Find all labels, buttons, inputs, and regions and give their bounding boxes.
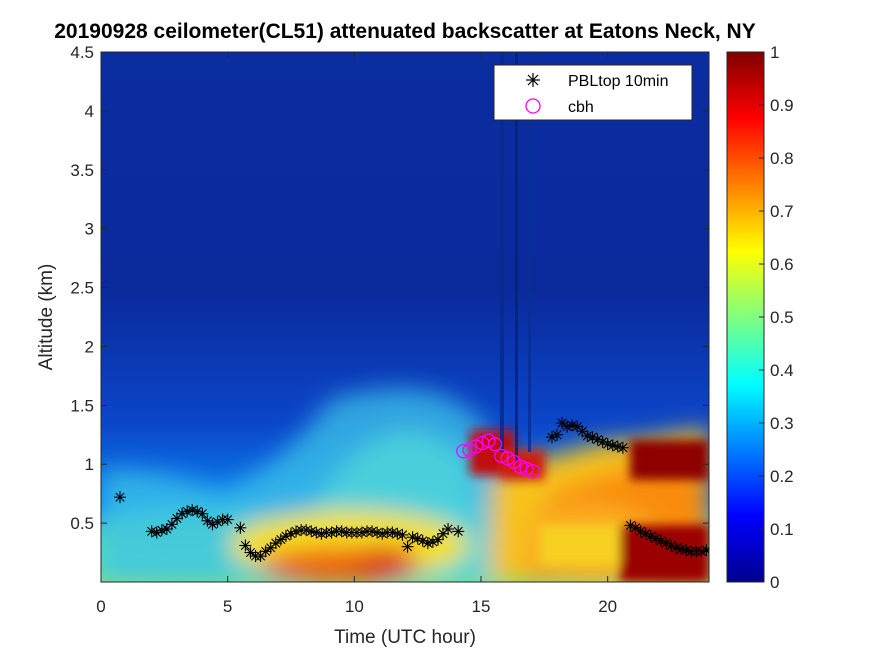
pbl-point bbox=[285, 527, 297, 540]
pbl-point bbox=[201, 514, 214, 527]
pbl-point bbox=[551, 428, 563, 441]
pbl-point bbox=[234, 521, 247, 534]
cbh-point bbox=[519, 461, 534, 477]
pbl-point bbox=[629, 521, 642, 534]
pbl-point bbox=[654, 534, 667, 547]
y-axis-label: Altitude (km) bbox=[36, 264, 57, 371]
pbl-point bbox=[196, 507, 209, 520]
colorbar-tick-label: 0.5 bbox=[770, 308, 794, 327]
colorbar-tick-label: 0.3 bbox=[770, 414, 794, 433]
legend-label-pbl: PBLtop 10min bbox=[568, 73, 669, 90]
y-tick-label: 0.5 bbox=[70, 514, 94, 533]
pbl-point bbox=[401, 540, 414, 553]
x-tick-label: 10 bbox=[345, 597, 364, 616]
cbh-point bbox=[513, 459, 528, 474]
colorbar-tick-label: 0.9 bbox=[770, 96, 794, 115]
cbh-point bbox=[494, 448, 509, 464]
pbl-point bbox=[165, 518, 178, 531]
pbl-point bbox=[191, 505, 204, 518]
cbh-point bbox=[456, 444, 471, 459]
pbl-point bbox=[426, 535, 439, 548]
colorbar-tick-label: 0.4 bbox=[770, 361, 794, 380]
pbl-point bbox=[206, 518, 219, 531]
y-tick-label: 2.5 bbox=[70, 279, 94, 298]
pbl-point bbox=[644, 530, 657, 543]
pbl-point bbox=[396, 528, 409, 541]
pbl-point bbox=[545, 431, 558, 444]
x-tick-label: 20 bbox=[598, 597, 617, 616]
y-tick-label: 3.5 bbox=[70, 161, 94, 180]
colorbar-tick-label: 0 bbox=[770, 573, 779, 592]
pbl-point bbox=[150, 526, 163, 539]
plot-area bbox=[100, 51, 710, 583]
legend-label-cbh: cbh bbox=[568, 99, 594, 116]
pbl-point bbox=[176, 507, 189, 520]
x-axis-label: Time (UTC hour) bbox=[334, 627, 476, 648]
x-tick-label: 0 bbox=[96, 597, 105, 616]
legend-marker-cbh bbox=[525, 98, 541, 114]
pbl-point bbox=[665, 539, 677, 552]
colorbar-tick-label: 1 bbox=[770, 43, 779, 62]
x-tick-label: 15 bbox=[472, 597, 491, 616]
colorbar-tick-label: 0.2 bbox=[770, 467, 794, 486]
pbl-point bbox=[171, 512, 183, 525]
pbl-point bbox=[431, 533, 444, 546]
pbl-point bbox=[452, 525, 465, 538]
y-tick-label: 2 bbox=[85, 337, 94, 356]
colorbar-tick-label: 0.8 bbox=[770, 149, 794, 168]
colorbar bbox=[726, 51, 765, 583]
y-tick-label: 4 bbox=[85, 102, 94, 121]
pbl-point bbox=[114, 491, 126, 504]
colorbar-ticks: 0 0.1 0.2 0.3 0.4 0.5 0.6 0.7 0.8 0.9 1 bbox=[759, 43, 794, 592]
x-tick-label: 5 bbox=[223, 597, 232, 616]
series-layer bbox=[114, 417, 709, 563]
pbl-point bbox=[221, 513, 234, 526]
pbl-point bbox=[700, 544, 709, 557]
legend: PBLtop 10min cbh bbox=[493, 64, 693, 121]
cbh-point bbox=[525, 464, 541, 479]
pbl-point bbox=[442, 523, 455, 535]
y-tick-label: 3 bbox=[85, 220, 94, 239]
pbl-point bbox=[616, 441, 629, 454]
colorbar-tick-label: 0.6 bbox=[770, 255, 794, 274]
heatmap bbox=[101, 52, 709, 582]
y-tick-label: 4.5 bbox=[70, 43, 94, 62]
colorbar-tick-label: 0.7 bbox=[770, 202, 794, 221]
y-axis: 0.5 1 1.5 2 2.5 3 3.5 4 4.5 bbox=[70, 43, 709, 533]
pbl-point bbox=[239, 539, 252, 552]
pbl-point bbox=[556, 417, 569, 429]
y-tick-label: 1 bbox=[85, 455, 94, 474]
pbl-point bbox=[659, 537, 672, 550]
x-axis: 0 5 10 15 20 bbox=[96, 52, 617, 616]
legend-marker-pbl bbox=[526, 73, 540, 87]
pbl-point bbox=[211, 515, 224, 528]
legend-box bbox=[493, 64, 693, 121]
cbh-point bbox=[487, 437, 503, 452]
colorbar-tick-label: 0.1 bbox=[770, 520, 794, 539]
chart-title: 20190928 ceilometer(CL51) attenuated bac… bbox=[54, 20, 755, 43]
y-tick-label: 1.5 bbox=[70, 396, 94, 415]
pbl-point bbox=[624, 519, 637, 532]
